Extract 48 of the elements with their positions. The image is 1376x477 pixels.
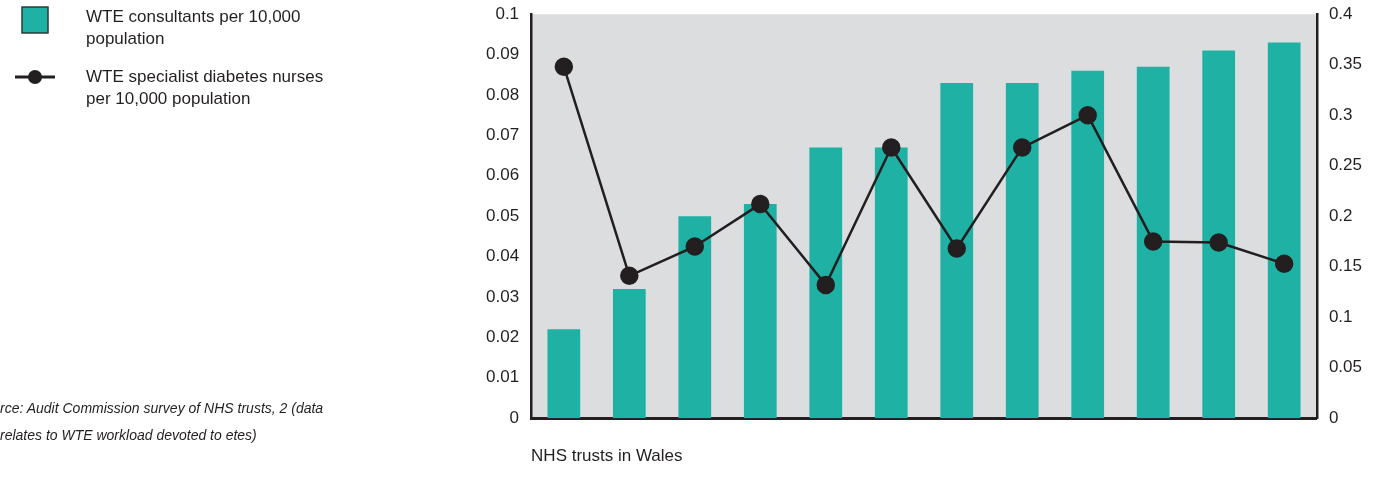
y2-tick-label: 0 xyxy=(1328,407,1339,427)
bar xyxy=(1005,82,1039,419)
y2-tick-label: 0.3 xyxy=(1328,104,1353,124)
point xyxy=(1078,105,1097,125)
point xyxy=(685,237,705,256)
legend-label: WTE specialist diabetes nurses per 10,000 population xyxy=(86,66,325,110)
y2-tick-label: 0.15 xyxy=(1328,256,1363,276)
point xyxy=(947,239,966,258)
bar xyxy=(1071,70,1105,419)
point xyxy=(1209,233,1228,252)
point xyxy=(751,194,770,214)
point xyxy=(1012,138,1032,157)
y2-tick-label: 0.35 xyxy=(1328,54,1363,74)
bar xyxy=(612,288,646,419)
point xyxy=(816,275,836,295)
y-tick-label: 0 xyxy=(509,407,520,427)
point xyxy=(620,266,639,286)
bar xyxy=(1267,42,1301,419)
bar xyxy=(547,329,581,419)
bar xyxy=(1202,50,1236,419)
text: rce: Audit Commission survey of NHS trusts, 2 (data relates to WTE workload devoted to etes) xyxy=(0,399,325,445)
y-tick-label: 0.07 xyxy=(485,125,520,145)
y-tick-label: 0.04 xyxy=(485,246,520,266)
bar xyxy=(940,82,974,419)
bar xyxy=(678,216,712,419)
y-tick-label: 0.09 xyxy=(485,44,520,64)
y-tick-label: 0.05 xyxy=(485,205,520,225)
y-tick-label: 0.1 xyxy=(495,3,520,23)
y-tick-label: 0.08 xyxy=(485,84,520,104)
bar xyxy=(1136,66,1170,419)
y-tick-label: 0.06 xyxy=(485,165,520,185)
y2-tick-label: 0.2 xyxy=(1328,205,1353,225)
point xyxy=(882,138,901,157)
bar xyxy=(874,147,908,419)
x-axis-title: NHS trusts in Wales xyxy=(531,446,683,466)
y2-tick-label: 0.1 xyxy=(1328,306,1353,326)
point xyxy=(554,57,574,76)
y-tick-label: 0.01 xyxy=(485,367,520,387)
y-tick-label: 0.03 xyxy=(485,286,520,306)
point xyxy=(1143,232,1163,251)
y2-tick-label: 0.25 xyxy=(1328,155,1363,175)
bar xyxy=(743,204,777,419)
y2-tick-label: 0.05 xyxy=(1328,357,1363,377)
y-tick-label: 0.02 xyxy=(485,327,520,347)
bar xyxy=(809,147,843,419)
legend-label: WTE consultants per 10,000 population xyxy=(86,6,302,50)
point xyxy=(1274,254,1294,273)
y2-tick-label: 0.4 xyxy=(1328,3,1353,23)
